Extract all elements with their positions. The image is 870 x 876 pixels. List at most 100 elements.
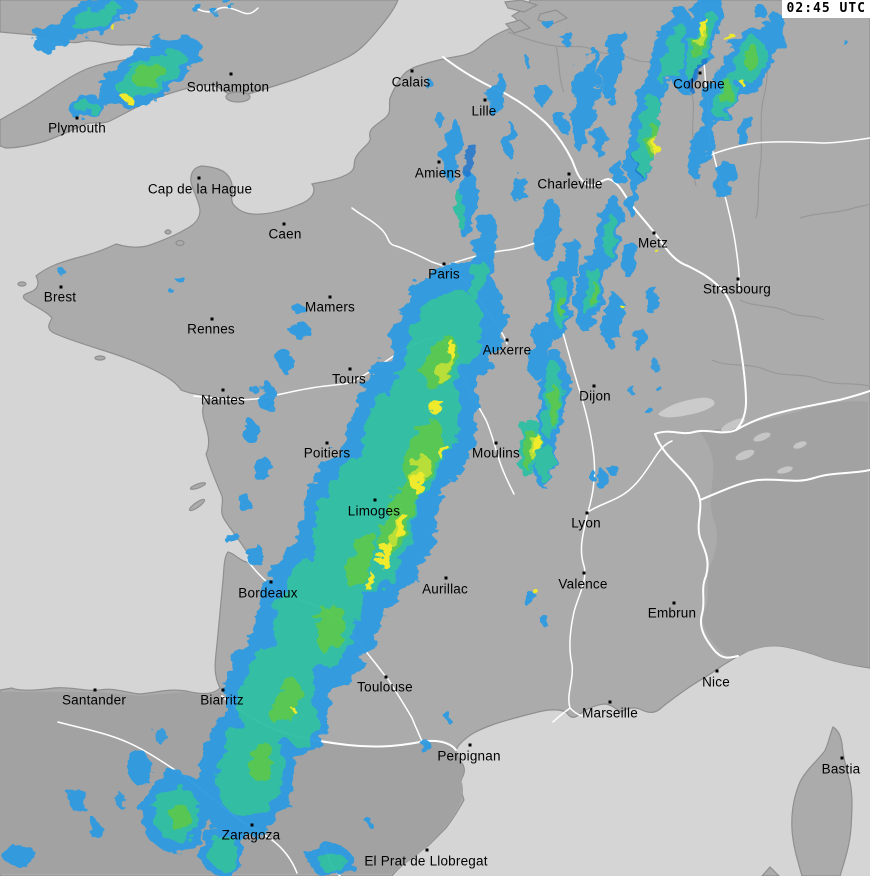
- rain-layer-blue-part: [561, 29, 571, 45]
- rain-layer-green-part: [346, 531, 378, 589]
- rain-layer-blue-part: [601, 294, 623, 346]
- rain-layer-blue-part: [622, 242, 638, 278]
- land-channel-island-2: [175, 239, 185, 247]
- rain-layer-blue-part: [442, 120, 462, 180]
- city-dot-strasbourg: [736, 277, 740, 281]
- city-dot-tours: [348, 367, 352, 371]
- rain-layer-blue-part: [243, 421, 259, 443]
- rain-layer-blue-part: [737, 114, 753, 146]
- city-dot-brest: [59, 285, 63, 289]
- rain-layer-blue-part: [294, 305, 306, 315]
- rain-layer-blue-part: [536, 84, 550, 106]
- river-saone: [559, 321, 596, 513]
- city-label-bordeaux: Bordeaux: [238, 585, 298, 601]
- radar-speckles-part: [250, 386, 260, 394]
- city-label-toulouse: Toulouse: [357, 679, 413, 695]
- rain-layer-yellow-part: [742, 81, 746, 87]
- city-label-brest: Brest: [43, 289, 77, 305]
- rain-layer-green-part: [719, 80, 733, 104]
- city-dot-limoges: [373, 498, 377, 502]
- radar-speckles-part: [629, 385, 635, 395]
- rain-layer-teal-part: [454, 194, 466, 226]
- rain-layer-blue-part: [536, 200, 560, 260]
- city-dot-toulouse: [384, 675, 388, 679]
- city-dot-southampton: [229, 72, 233, 76]
- rain-layer-yellow-part: [698, 16, 706, 34]
- rain-layer-green-part: [314, 604, 346, 652]
- alps-snow-patch-2: [753, 432, 771, 442]
- rain-layer-yellow-part: [618, 302, 622, 306]
- city-dot-aurillac: [444, 576, 448, 580]
- city-dot-perpignan: [468, 743, 472, 747]
- city-label-calais: Calais: [391, 74, 431, 90]
- rain-layer-green-part: [743, 46, 761, 70]
- city-dot-lyon: [585, 511, 589, 515]
- timestamp: 02:45 UTC: [781, 0, 870, 18]
- rain-layer-blue-part: [586, 468, 594, 478]
- radar-echoes: [4, 0, 849, 876]
- rain-layer-blue-part: [525, 591, 537, 609]
- rain-layer-yellow-part: [532, 587, 536, 593]
- rain-layer-green-part: [134, 65, 166, 87]
- city-label-el-prat-de-llobregat: El Prat de Llobregat: [364, 853, 488, 869]
- alps-snow-patch-5: [793, 441, 807, 449]
- city-dot-valence: [582, 571, 586, 575]
- city-label-nantes: Nantes: [201, 392, 245, 408]
- rain-layer-blue-part: [645, 286, 659, 314]
- city-label-marseille: Marseille: [582, 705, 638, 721]
- rain-layer-blue-part: [514, 176, 526, 204]
- radar-speckles: [58, 79, 659, 807]
- rain-layer-yellow-part: [726, 32, 734, 44]
- lake-geneva: [658, 397, 715, 418]
- land-channel-island: [164, 229, 172, 235]
- city-dot-auxerre: [505, 338, 509, 342]
- land-belle-ile: [94, 355, 106, 361]
- rain-layer-blue-part: [503, 124, 517, 156]
- radar-speckles-part: [436, 112, 444, 128]
- rain-layer-yellow-part: [412, 471, 424, 493]
- river-main: [697, 137, 870, 161]
- land-out-of-range-zone: [700, 401, 868, 667]
- rain-layer-chartreuse-part: [694, 26, 706, 46]
- city-label-auxerre: Auxerre: [482, 342, 532, 358]
- rain-layer-blue-part: [247, 545, 265, 567]
- rain-layer-blue-part: [70, 787, 86, 813]
- city-dot-moulins: [494, 441, 498, 445]
- rain-layer-blue-part: [488, 73, 506, 117]
- city-label-mamers: Mamers: [305, 299, 355, 315]
- rain-layer-teal-part: [659, 24, 687, 86]
- city-label-nice: Nice: [702, 674, 730, 690]
- border-fr-it: [654, 433, 739, 659]
- rain-layer-blue-part: [687, 122, 713, 178]
- rain-layer-blue-part: [278, 351, 294, 373]
- land-isle-of-wight: [225, 91, 251, 103]
- city-dot-cap-de-la-hague: [197, 176, 201, 180]
- rain-layer-blue-part: [90, 821, 102, 839]
- city-dot-el-prat-de-llobregat: [425, 848, 429, 852]
- rain-layer-blue-part: [644, 406, 652, 414]
- rain-layer-blue-part: [228, 532, 240, 548]
- rain-layer-blue-part: [608, 464, 618, 476]
- city-label-cap-de-la-hague: Cap de la Hague: [147, 181, 253, 197]
- rain-layer-yellow-part: [447, 342, 457, 358]
- rain-layer-teal-part: [209, 834, 239, 870]
- city-dot-mamers: [328, 295, 332, 299]
- rain-layer-blue-part: [33, 23, 71, 53]
- rain-layer-green-part: [270, 700, 286, 724]
- city-dot-paris: [442, 262, 446, 266]
- city-label-paris: Paris: [428, 266, 460, 282]
- city-dot-rennes: [210, 317, 214, 321]
- city-dot-marseille: [608, 700, 612, 704]
- city-label-tours: Tours: [331, 371, 367, 387]
- city-label-rennes: Rennes: [187, 321, 235, 337]
- city-label-biarritz: Biarritz: [200, 692, 244, 708]
- radar-speckles-part: [651, 359, 659, 371]
- city-dot-amiens: [437, 160, 441, 164]
- city-dot-caen: [282, 222, 286, 226]
- rain-layer-blue-part: [237, 493, 251, 511]
- city-label-santander: Santander: [61, 692, 127, 708]
- rain-layer-green-part: [589, 283, 599, 307]
- land-sardinia-tip: [761, 866, 780, 876]
- river-thames: [193, 6, 259, 15]
